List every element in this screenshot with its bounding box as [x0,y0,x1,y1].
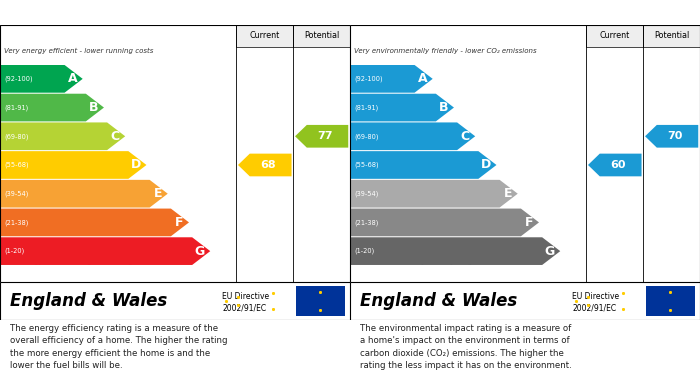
Text: A: A [68,72,78,85]
Text: C: C [111,130,120,143]
Text: A: A [418,72,428,85]
Text: Not energy efficient - higher running costs: Not energy efficient - higher running co… [4,258,153,265]
Text: 60: 60 [610,160,626,170]
Polygon shape [0,180,168,208]
Text: G: G [195,245,205,258]
Text: (69-80): (69-80) [354,133,379,140]
Text: (55-68): (55-68) [4,162,29,168]
Text: (92-100): (92-100) [4,75,33,82]
Polygon shape [0,208,189,236]
Text: F: F [525,216,533,229]
Text: E: E [154,187,162,200]
Text: The environmental impact rating is a measure of
a home's impact on the environme: The environmental impact rating is a mea… [360,323,573,370]
Polygon shape [588,154,641,176]
Text: (1-20): (1-20) [4,248,25,255]
Text: Not environmentally friendly - higher CO₂ emissions: Not environmentally friendly - higher CO… [354,258,536,265]
Bar [587,25,643,47]
Text: England & Wales: England & Wales [10,292,168,310]
Text: The energy efficiency rating is a measure of the
overall efficiency of a home. T: The energy efficiency rating is a measur… [10,323,228,370]
Text: G: G [545,245,555,258]
Text: D: D [481,158,491,172]
Polygon shape [351,180,518,208]
Text: (21-38): (21-38) [4,219,29,226]
Polygon shape [351,151,496,179]
Text: 2002/91/EC: 2002/91/EC [573,303,617,312]
Polygon shape [0,237,210,265]
Text: Potential: Potential [654,32,690,41]
Text: (55-68): (55-68) [354,162,379,168]
Text: D: D [131,158,141,172]
Text: (1-20): (1-20) [354,248,374,255]
Text: 68: 68 [260,160,276,170]
Text: (81-91): (81-91) [354,104,379,111]
Text: 70: 70 [668,131,683,141]
Text: Current: Current [250,32,280,41]
Text: B: B [89,101,99,114]
Text: EU Directive: EU Directive [573,292,620,301]
Text: Environmental Impact (CO₂) Rating: Environmental Impact (CO₂) Rating [355,6,587,19]
Bar [237,25,293,47]
Text: Energy Efficiency Rating: Energy Efficiency Rating [6,6,168,19]
Text: B: B [439,101,449,114]
Polygon shape [351,94,454,121]
Text: (21-38): (21-38) [354,219,379,226]
Polygon shape [0,151,146,179]
Text: Very energy efficient - lower running costs: Very energy efficient - lower running co… [4,48,153,54]
Text: C: C [461,130,470,143]
Polygon shape [351,122,475,150]
Text: Very environmentally friendly - lower CO₂ emissions: Very environmentally friendly - lower CO… [354,48,536,54]
Text: E: E [504,187,512,200]
Polygon shape [0,65,83,93]
Text: 77: 77 [317,131,333,141]
Text: (39-54): (39-54) [4,190,29,197]
Text: (92-100): (92-100) [354,75,383,82]
Polygon shape [0,94,104,121]
Text: F: F [175,216,183,229]
Polygon shape [351,237,560,265]
Text: (81-91): (81-91) [4,104,29,111]
Text: Current: Current [600,32,630,41]
Text: (69-80): (69-80) [4,133,29,140]
Bar [295,286,344,316]
Bar [293,25,350,47]
Text: England & Wales: England & Wales [360,292,518,310]
Polygon shape [645,125,699,148]
Text: Potential: Potential [304,32,340,41]
Text: EU Directive: EU Directive [223,292,270,301]
Text: (39-54): (39-54) [354,190,379,197]
Polygon shape [0,122,125,150]
Polygon shape [295,125,349,148]
Polygon shape [351,208,539,236]
Polygon shape [351,65,433,93]
Text: 2002/91/EC: 2002/91/EC [223,303,267,312]
Bar [645,286,694,316]
Polygon shape [238,154,292,176]
Bar [643,25,700,47]
